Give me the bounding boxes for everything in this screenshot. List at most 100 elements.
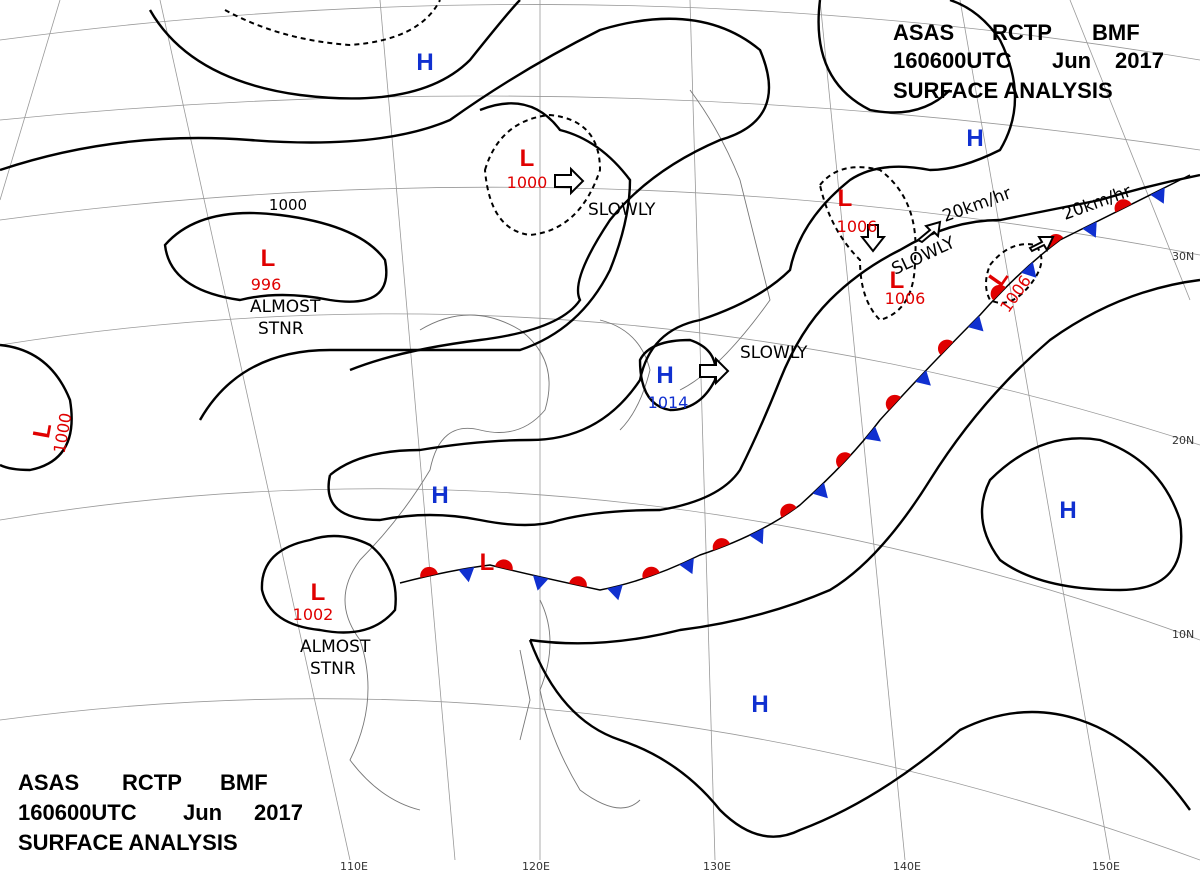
header-title: BMF [220,770,268,795]
header-box [10,765,300,860]
coastline [599,319,651,431]
header-title: ASAS [893,20,954,45]
motion-arrow [859,224,887,253]
isobar [529,278,1200,645]
motion-arrow [554,166,585,196]
warm-semicircle [569,576,587,588]
header-time: 160600UTC [18,800,137,825]
warm-semicircle [780,503,797,518]
lat-label: 20N [1172,434,1194,447]
system-pressure: 1006 [885,289,926,308]
lon-label: 150E [1092,860,1120,873]
header-time: 2017 [1115,48,1164,73]
header-title: ASAS [18,770,79,795]
motion-arrow [916,220,942,244]
system-symbol: H [431,482,448,509]
longitude-labels: 110E 120E 130E 140E 150E [340,860,1120,873]
warm-semicircle [937,339,954,356]
note: STNR [258,319,304,339]
coastline [679,89,771,391]
lat-line [0,488,1200,641]
header-time: Jun [1052,48,1091,73]
cold-triangle [865,426,881,442]
isobar [817,0,951,114]
motion-arrow [1028,236,1055,253]
system-pressure: 1014 [648,393,689,412]
lat-label: 10N [1172,628,1194,641]
system-symbol: L [28,421,57,440]
front-symbols [420,187,1165,601]
header-title: BMF [1092,20,1140,45]
lon-label: 140E [893,860,921,873]
motion-arrows [554,166,1055,386]
system-symbol: H [751,691,768,718]
cold-triangle [532,575,549,591]
dashed-isobar [483,113,602,237]
system-symbol: H [416,49,433,76]
header-time: 2017 [254,800,303,825]
isobar [163,211,388,303]
lat-label: 30N [1172,250,1194,263]
isobar [148,0,521,100]
cold-triangle [1150,187,1165,204]
isobar [528,639,1191,838]
system-symbol: L [480,549,495,576]
motion-label: SLOWLY [740,343,808,363]
header-time: Jun [183,800,222,825]
lat-line [0,698,1200,861]
system-symbol: H [966,125,983,152]
lon-label: 130E [703,860,731,873]
header-title: RCTP [992,20,1052,45]
header-subtitle: SURFACE ANALYSIS [893,78,1113,103]
latitude-labels: 30N 20N 10N [1172,250,1194,641]
cold-triangle [1082,221,1097,238]
lon-line [689,0,716,861]
isobar [329,0,1017,476]
warm-semicircle [990,284,1006,301]
lon-label: 110E [340,860,368,873]
warm-semicircle [885,394,901,411]
isobar [638,338,717,412]
system-pressure: 1000 [507,173,548,192]
isobar [327,173,1200,527]
warm-semicircle [420,566,438,578]
system-symbol: L [890,267,905,294]
coastline [344,314,550,811]
cold-triangle [679,558,694,575]
coastline [519,649,531,741]
system-pressure: 1002 [293,605,334,624]
cold-triangle [967,315,984,332]
cold-triangle [458,567,475,583]
isobar [198,102,632,421]
cold-triangle [749,528,764,545]
lat-line [0,4,1200,61]
lon-label: 120E [522,860,550,873]
dashed-isobar [224,0,441,47]
motion-arrow [699,356,730,386]
note: ALMOST [300,637,371,657]
cold-triangle [607,584,623,601]
isobar-label: 1000 [269,196,307,214]
system-pressure: 1006 [837,217,878,236]
system-symbol: L [261,245,276,272]
header-subtitle: SURFACE ANALYSIS [18,830,238,855]
lon-line [1069,0,1191,301]
warm-semicircle [642,566,660,579]
pressure-systems: L1000L996L1000L1006L1006L1006L1002LH1014… [28,49,1077,718]
motion-label: SLOWLY [588,200,656,220]
lon-line [159,0,351,861]
cold-triangle [915,370,931,386]
cold-triangle [812,482,828,499]
lon-line [819,0,906,861]
lat-line [0,313,1200,446]
header-top: ASAS RCTP BMF 160600UTC Jun 2017 SURFACE… [893,20,1164,103]
warm-semicircle [712,538,731,551]
system-pressure: 996 [251,275,282,294]
system-symbol: H [656,362,673,389]
note: ALMOST [250,297,321,317]
lat-line [0,186,1200,256]
lat-line [0,95,1200,151]
isobar [0,343,73,472]
warm-semicircle [494,559,513,571]
